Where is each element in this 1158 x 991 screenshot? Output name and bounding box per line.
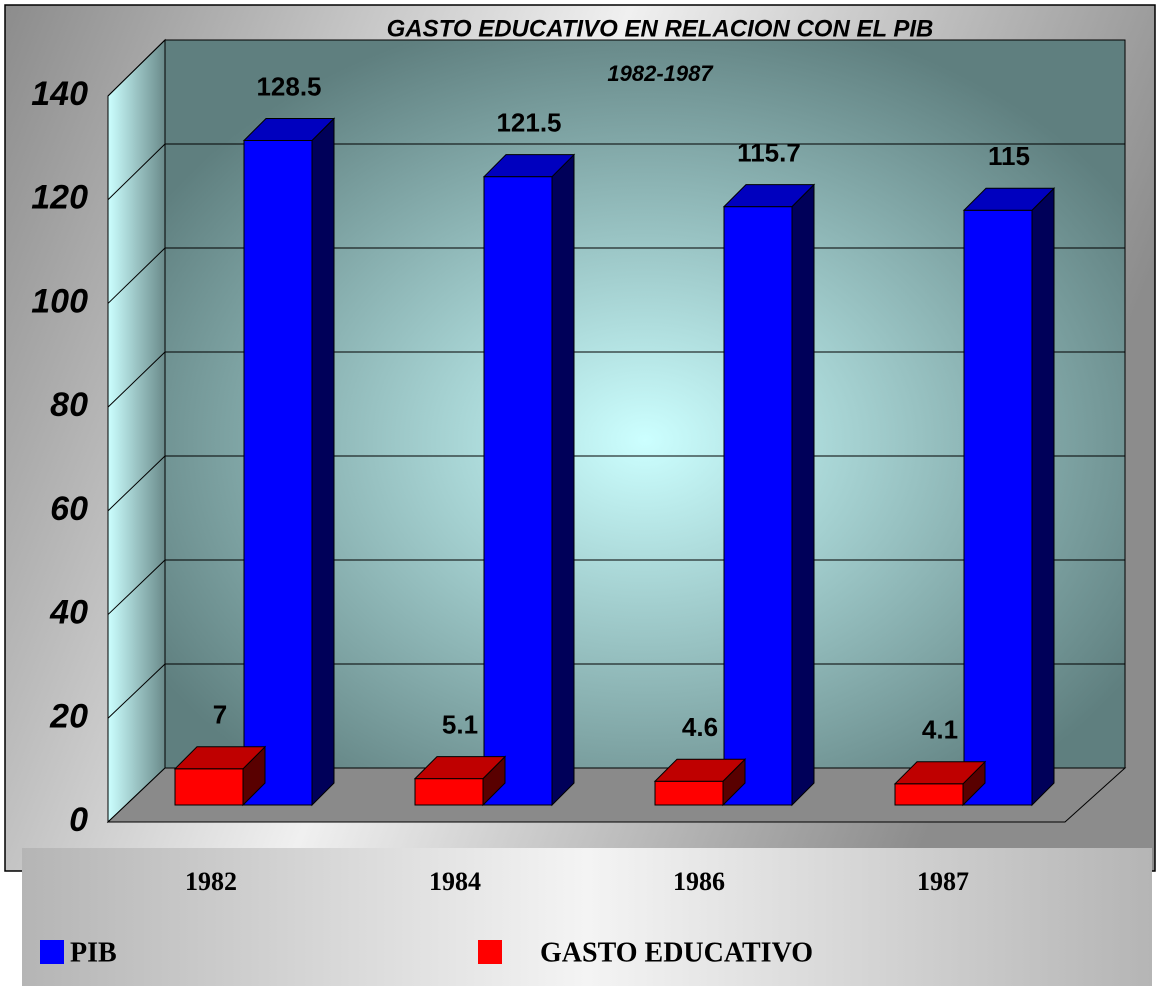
value-label: 115.7 (737, 138, 801, 168)
side-grid-line (107, 247, 166, 304)
side-grid-line (107, 143, 166, 201)
x-tick-label: 1984 (429, 867, 481, 896)
side-wall (107, 38, 166, 824)
bar-top (722, 184, 816, 208)
bar-side (1031, 187, 1055, 807)
bar-top (413, 756, 507, 780)
value-label: 115 (988, 141, 1030, 171)
x-tick-label: 1982 (185, 867, 237, 896)
bar (723, 206, 793, 806)
side-grid-line (107, 559, 166, 615)
chart-subtitle: 1982-1987 (607, 61, 714, 86)
bar-top (173, 746, 267, 770)
side-grid-line (107, 39, 166, 97)
y-tick-label: 60 (50, 490, 88, 528)
legend-label: GASTO EDUCATIVO (540, 937, 813, 968)
bar (174, 768, 244, 806)
bar-top (962, 187, 1056, 211)
bar-top (482, 154, 576, 178)
bar (654, 780, 724, 806)
value-label: 5.1 (442, 710, 478, 740)
x-tick-label: 1986 (673, 867, 725, 896)
bar-side (311, 117, 335, 807)
value-label: 7 (213, 700, 227, 730)
y-tick-label: 40 (49, 594, 88, 632)
x-tick-label: 1987 (917, 867, 969, 896)
y-tick-label: 120 (31, 179, 88, 217)
chart-title: GASTO EDUCATIVO EN RELACION CON EL PIB (387, 15, 934, 42)
bar (483, 176, 553, 806)
bar (894, 783, 964, 806)
side-grid-line (107, 663, 166, 719)
legend-swatch (478, 940, 502, 964)
side-grid-line (107, 351, 166, 408)
y-tick-label: 80 (50, 386, 88, 424)
bar (414, 778, 484, 806)
bar-side (551, 153, 575, 807)
bar (963, 209, 1033, 806)
legend-swatch (40, 940, 64, 964)
side-grid-line (107, 455, 166, 512)
legend-band (22, 848, 1152, 986)
legend-label: PIB (70, 937, 117, 968)
y-tick-label: 0 (69, 801, 88, 839)
bar-top (893, 761, 987, 785)
floor (106, 767, 1127, 823)
y-tick-label: 100 (31, 282, 88, 320)
bar-side (791, 183, 815, 807)
bar-top (242, 117, 336, 141)
y-tick-label: 20 (49, 697, 88, 735)
value-label: 4.1 (922, 715, 958, 745)
bar (243, 139, 313, 806)
value-label: 121.5 (496, 108, 561, 138)
bar-top (653, 758, 747, 782)
value-label: 4.6 (682, 712, 718, 742)
value-label: 128.5 (256, 71, 321, 101)
y-tick-label: 140 (31, 75, 88, 113)
